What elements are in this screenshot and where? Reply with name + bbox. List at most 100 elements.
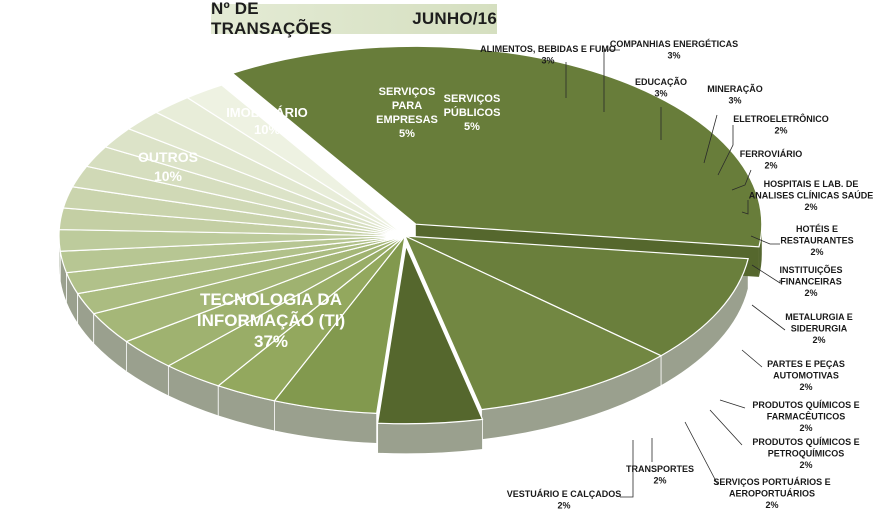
label-mineracao-line: 3%	[728, 96, 741, 106]
label-companhias-energeticas: COMPANHIAS ENERGÉTICAS 3%	[610, 39, 738, 61]
leader-hospitais	[741, 200, 749, 215]
label-servicos-publicos-line: 5%	[464, 121, 480, 133]
label-imobiliario: IMOBILIÁRIO 10%	[226, 105, 308, 137]
label-hoteis: HOTÉIS E RESTAURANTES 2%	[780, 224, 853, 257]
label-servicos-portuarios-line: 2%	[765, 500, 778, 510]
slice-imobiliario	[403, 234, 663, 411]
label-companhias-energeticas-line: 3%	[667, 51, 680, 61]
label-ti-line: TECNOLOGIA DA	[200, 290, 342, 309]
leader-ferroviario	[731, 169, 752, 191]
label-mineracao: MINERAÇÃO 3%	[707, 84, 763, 106]
label-imobiliario-line: IMOBILIÁRIO	[226, 105, 308, 120]
slice-labels: TECNOLOGIA DA INFORMAÇÃO (TI) 37% OUTROS 10%…	[138, 39, 873, 511]
label-hospitais-line: ANALISES CLÍNICAS SAÚDE	[749, 190, 874, 201]
label-companhias-energeticas-line: COMPANHIAS ENERGÉTICAS	[610, 39, 738, 49]
label-ti-line: 37%	[254, 332, 288, 351]
leader-eletroeletronico	[717, 125, 734, 176]
label-instituicoes-financeiras-line: INSTITUIÇÕES	[779, 265, 842, 275]
label-quimicos-petroquimicos-line: PETROQUÍMICOS	[768, 449, 845, 459]
leader-instituicoes-financeiras	[751, 264, 781, 284]
label-hospitais: HOSPITAIS E LAB. DE ANALISES CLÍNICAS SAÚ…	[749, 179, 874, 212]
label-servicos-empresas-line: SERVIÇOS	[379, 86, 436, 98]
label-metalurgia-line: SIDERURGIA	[791, 324, 848, 334]
label-servicos-publicos-line: PÚBLICOS	[444, 106, 501, 119]
slice-servicos-empresas	[376, 243, 484, 425]
label-educacao-line: 3%	[654, 89, 667, 99]
label-vestuario-line: 2%	[557, 501, 570, 511]
label-mineracao-line: MINERAÇÃO	[707, 84, 763, 94]
label-servicos-empresas-line: PARA	[392, 100, 422, 112]
leader-partes-pecas	[741, 349, 763, 368]
label-servicos-empresas: SERVIÇOS PARA EMPRESAS 5%	[376, 86, 438, 140]
label-ferroviario: FERROVIÁRIO 2%	[740, 149, 803, 171]
chart-title: Nº DE TRANSAÇÕES JUNHO/16	[211, 0, 497, 38]
label-outros-line: 10%	[154, 168, 183, 184]
label-transportes-line: 2%	[653, 476, 666, 486]
leader-hoteis	[750, 235, 780, 245]
label-quimicos-petroquimicos: PRODUTOS QUÍMICOS E PETROQUÍMICOS 2%	[752, 437, 859, 470]
label-quimicos-farmaceuticos: PRODUTOS QUÍMICOS E FARMACÊUTICOS 2%	[752, 400, 859, 433]
label-alimentos-line: ALIMENTOS, BEBIDAS E FUMO	[480, 44, 616, 54]
label-quimicos-farmaceuticos-line: 2%	[799, 423, 812, 433]
leader-vestuario	[620, 440, 634, 498]
label-ferroviario-line: 2%	[764, 161, 777, 171]
leader-companhias-energeticas	[603, 49, 620, 112]
label-quimicos-farmaceuticos-line: PRODUTOS QUÍMICOS E	[752, 400, 859, 410]
slice-vestuario	[186, 84, 406, 237]
label-hospitais-line: HOSPITAIS E LAB. DE	[764, 179, 859, 189]
label-imobiliario-line: 10%	[254, 122, 280, 137]
leader-mineracao	[703, 114, 718, 164]
chart-title-right: JUNHO/16	[412, 9, 497, 28]
label-hoteis-line: RESTAURANTES	[780, 236, 853, 246]
label-ti: TECNOLOGIA DA INFORMAÇÃO (TI) 37%	[197, 290, 345, 351]
label-hospitais-line: 2%	[804, 202, 817, 212]
label-quimicos-petroquimicos-line: 2%	[799, 460, 812, 470]
label-servicos-publicos: SERVIÇOS PÚBLICOS 5%	[444, 93, 501, 133]
label-quimicos-petroquimicos-line: PRODUTOS QUÍMICOS E	[752, 437, 859, 447]
label-partes-pecas-line: AUTOMOTIVAS	[773, 371, 839, 381]
label-servicos-portuarios-line: SERVIÇOS PORTUÁRIOS E	[713, 477, 830, 487]
label-metalurgia: METALURGIA E SIDERURGIA 2%	[785, 312, 853, 345]
label-eletroeletronico-line: 2%	[774, 126, 787, 136]
leader-quimicos-petroquimicos	[709, 409, 743, 446]
label-outros-line: OUTROS	[138, 149, 198, 165]
label-servicos-publicos-line: SERVIÇOS	[444, 93, 501, 105]
label-servicos-empresas-line: 5%	[399, 128, 415, 140]
label-educacao-line: EDUCAÇÃO	[635, 77, 687, 87]
leader-servicos-portuarios	[684, 421, 719, 486]
label-metalurgia-line: METALURGIA E	[785, 312, 853, 322]
label-instituicoes-financeiras-line: FINANCEIRAS	[780, 277, 842, 287]
label-quimicos-farmaceuticos-line: FARMACÊUTICOS	[767, 411, 846, 422]
label-educacao: EDUCAÇÃO 3%	[635, 77, 687, 99]
label-metalurgia-line: 2%	[812, 335, 825, 345]
label-hoteis-line: HOTÉIS E	[796, 224, 838, 234]
label-ferroviario-line: FERROVIÁRIO	[740, 149, 803, 159]
label-servicos-empresas-line: EMPRESAS	[376, 114, 438, 126]
label-eletroeletronico-line: ELETROELETRÔNICO	[733, 113, 829, 124]
label-outros: OUTROS 10%	[138, 149, 198, 184]
label-partes-pecas-line: 2%	[799, 382, 812, 392]
leader-metalurgia	[751, 304, 786, 331]
slice-outros	[404, 235, 749, 357]
leader-quimicos-farmaceuticos	[719, 399, 746, 409]
label-vestuario-line: VESTUÁRIO E CALÇADOS	[507, 489, 622, 499]
label-ti-line: INFORMAÇÃO (TI)	[197, 310, 345, 330]
slice-side-servicos-empresas	[377, 418, 483, 455]
label-eletroeletronico: ELETROELETRÔNICO 2%	[733, 113, 829, 136]
slice-ti	[231, 45, 763, 248]
label-instituicoes-financeiras: INSTITUIÇÕES FINANCEIRAS 2%	[779, 265, 842, 298]
label-alimentos: ALIMENTOS, BEBIDAS E FUMO 3%	[480, 44, 616, 66]
label-partes-pecas: PARTES E PEÇAS AUTOMOTIVAS 2%	[767, 359, 845, 392]
label-instituicoes-financeiras-line: 2%	[804, 288, 817, 298]
label-partes-pecas-line: PARTES E PEÇAS	[767, 359, 845, 369]
label-servicos-portuarios: SERVIÇOS PORTUÁRIOS E AEROPORTUÁRIOS 2%	[713, 477, 830, 510]
pie-tops	[58, 45, 763, 425]
label-transportes-line: TRANSPORTES	[626, 464, 694, 474]
label-alimentos-line: 3%	[541, 56, 554, 66]
chart-title-left: Nº DE TRANSAÇÕES	[211, 0, 333, 38]
label-transportes: TRANSPORTES 2%	[626, 464, 694, 486]
leader-lines	[565, 49, 786, 498]
label-servicos-portuarios-line: AEROPORTUÁRIOS	[729, 489, 815, 499]
label-vestuario: VESTUÁRIO E CALÇADOS 2%	[507, 489, 622, 511]
